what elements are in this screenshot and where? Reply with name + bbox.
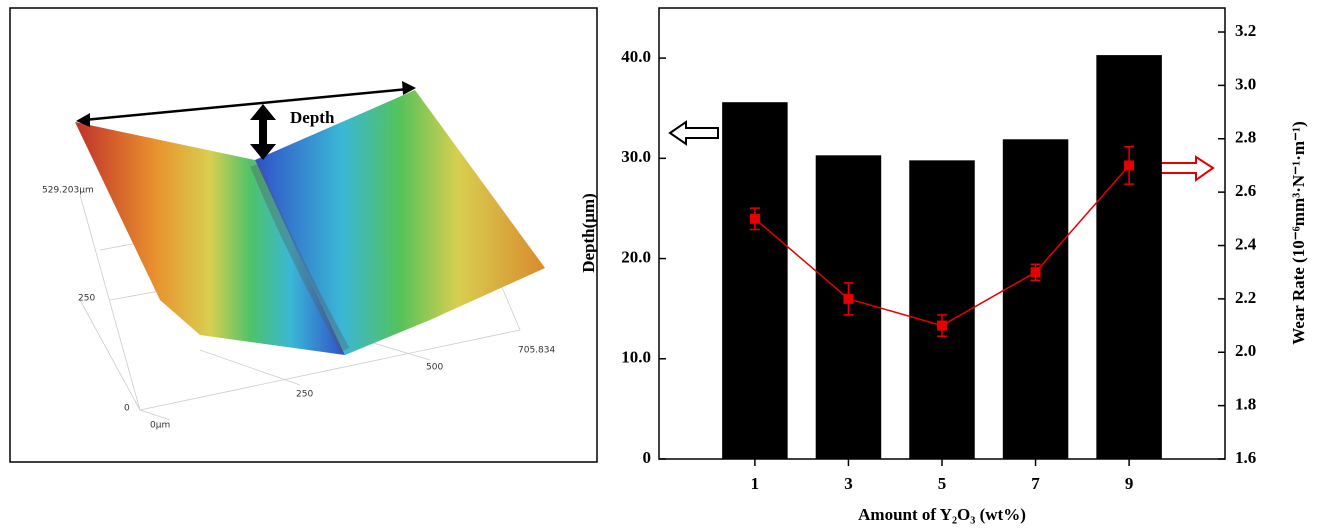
point	[749, 213, 760, 224]
plot-frame	[658, 7, 1226, 460]
axis-label: 705.834	[518, 346, 555, 356]
axis-label: 0	[124, 404, 130, 414]
x-tick-label: 7	[1031, 474, 1040, 493]
bar	[909, 160, 975, 460]
y-tick-label: 20.0	[621, 247, 651, 266]
x-tick-label: 5	[938, 474, 947, 493]
y2-tick-label: 3.0	[1235, 74, 1256, 93]
x-tick-label: 3	[844, 474, 853, 493]
point	[937, 320, 947, 331]
arrow-head	[402, 81, 416, 95]
surface-grid	[79, 139, 521, 421]
axis-label: 500	[426, 363, 443, 373]
surface-right	[255, 90, 545, 355]
surface-panel: Depth 529.203μm 250 0 0μm 250 500 705.83…	[9, 7, 598, 463]
bar	[722, 102, 788, 459]
bar	[1002, 139, 1069, 459]
y2-tick-label: 1.8	[1235, 395, 1256, 414]
y2-tick-label: 2.0	[1235, 341, 1256, 360]
point	[843, 293, 854, 304]
arrow-head	[250, 104, 276, 120]
left-arrow	[668, 120, 719, 146]
point	[1030, 267, 1041, 278]
wear-track	[250, 163, 350, 353]
x-tick-label: 9	[1125, 474, 1134, 493]
y-tick-label: 40.0	[621, 47, 651, 66]
y2-tick-label: 2.4	[1235, 234, 1257, 253]
axis-label: 250	[78, 294, 95, 304]
arrow-head	[76, 113, 90, 127]
bar	[1096, 55, 1162, 460]
y2-tick-label: 2.6	[1235, 181, 1256, 200]
y-tick-label: 30.0	[621, 147, 651, 166]
y-tick-label: 0	[643, 448, 652, 467]
depth-label: Depth	[290, 108, 335, 127]
y-axis-label: Depth(μm)	[579, 193, 598, 273]
axis-label: 250	[296, 390, 313, 400]
point	[1124, 160, 1135, 171]
y-tick-label: 10.0	[621, 348, 651, 367]
y2-tick-label: 3.2	[1235, 21, 1256, 40]
width-arrow	[83, 87, 409, 122]
y2-tick-label: 2.8	[1235, 128, 1256, 147]
y2-axis-label: Wear Rate (10⁻⁶mm³·N⁻¹·m⁻¹)	[1289, 121, 1308, 345]
y2-tick-label: 1.6	[1235, 448, 1256, 467]
surface-left	[75, 122, 345, 355]
x-tick-label: 1	[751, 474, 760, 493]
axis-label: 529.203μm	[42, 186, 94, 196]
x-axis-label: Amount of Y₂O₃ (wt%)	[858, 505, 1026, 524]
y2-tick-label: 2.2	[1235, 288, 1256, 307]
axis-label: 0μm	[150, 421, 170, 431]
arrow-head	[250, 144, 276, 160]
